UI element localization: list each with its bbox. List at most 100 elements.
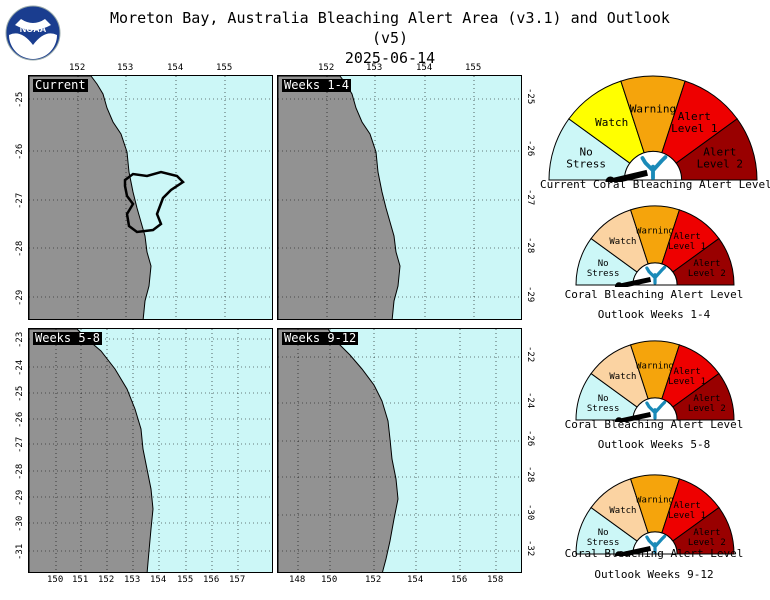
gauge-segment-label: Warning [636,361,674,371]
x-tick-label: 152 [69,63,86,73]
gauge-needle-tip [614,282,623,287]
gauge-segment-label: Alert [693,394,720,404]
gauge-segment-label: Alert [693,528,720,538]
gauge-segment-label: Stress [587,538,620,548]
y-tick-label: -27 [15,192,25,209]
gauge-segment-label: Level 2 [688,538,726,548]
x-tick-label: 150 [47,575,64,585]
y-tick-label: -25 [15,91,25,108]
land-mass [29,76,152,319]
gauge-segment-label: Alert [693,259,720,269]
gauge-caption: Current Coral Bleaching Alert Level [540,178,770,191]
gauge-segment-label: Stress [566,157,606,170]
gauge-segment-label: Alert [674,367,701,377]
x-tick-label: 152 [98,575,115,585]
x-tick-label: 150 [321,575,338,585]
gauge-needle [618,412,652,422]
gauge-segment-label: Stress [587,269,620,279]
title-text: Moreton Bay, Australia Bleaching Alert A… [110,9,670,47]
gauge-caption: Coral Bleaching Alert Level [564,288,744,301]
y-tick-label: -26 [15,143,25,160]
grid-lines [278,329,521,572]
x-tick-label: 154 [167,63,184,73]
gauge-segment-label: Level 1 [668,511,706,521]
x-tick-label: 154 [416,63,433,73]
gauge-segment-label: Level 2 [688,269,726,279]
x-tick-label: 158 [487,575,504,585]
map-weeks-5-8-svg [29,329,272,572]
y-tick-label: -29 [525,286,535,303]
gauge-needle [618,277,652,287]
y-tick-label: -25 [525,88,535,105]
gauge-caption-outlook: Outlook Weeks 5-8 [597,438,711,451]
gauge-segment-label: No [580,145,593,158]
grid-lines [278,76,521,319]
gauge-segment-label: Watch [609,372,636,382]
gauge-segment-label: Alert [703,145,736,158]
land-mass [29,329,154,572]
y-tick-label: -27 [525,189,535,206]
y-tick-label: -27 [15,436,25,453]
gauge-segment-label: Warning [636,495,674,505]
y-tick-label: -30 [15,515,25,532]
gauge-segment-label: Alert [674,501,701,511]
x-tick-label: 151 [72,575,89,585]
map-panel-weeks-5-8: Weeks 5-8 [28,328,273,573]
map-current-svg [29,76,272,319]
panel-label-current: Current [33,78,88,92]
x-tick-label: 156 [451,575,468,585]
gauge-segment-label: Watch [609,237,636,247]
map-weeks-1-4-svg [278,76,521,319]
x-tick-label: 154 [407,575,424,585]
x-tick-label: 156 [203,575,220,585]
x-tick-label: 153 [366,63,383,73]
gauge-needle [618,546,652,556]
gauge-segment-label: Level 1 [668,242,706,252]
x-tick-label: 154 [150,575,167,585]
gauge-segment-label: Watch [595,116,628,129]
x-tick-label: 155 [465,63,482,73]
gauge-segment-label: Level 1 [668,377,706,387]
coral-icon [645,534,667,554]
y-tick-label: -26 [525,430,535,447]
gauge-caption-outlook: Outlook Weeks 9-12 [594,568,714,581]
gauge-segment-label: Level 1 [671,122,717,135]
y-tick-label: -23 [15,331,25,348]
gauge-needle-tip [605,176,616,182]
gauge-segment-label: No [598,528,609,538]
noaa-logo: NOAA [5,5,61,61]
gauge-segment-label: Warning [630,103,676,116]
alert-area-outline [123,170,185,234]
map-panel-current: Current [28,75,273,320]
noaa-logo-text: NOAA [20,24,47,34]
x-tick-label: 148 [289,575,306,585]
x-tick-label: 153 [117,63,134,73]
y-tick-label: -26 [15,411,25,428]
x-tick-label: 157 [229,575,246,585]
y-tick-label: -31 [15,543,25,560]
y-tick-label: -22 [525,346,535,363]
gauge-segment-label: No [598,259,609,269]
y-tick-label: -28 [15,463,25,480]
y-tick-label: -28 [525,466,535,483]
x-tick-label: 152 [318,63,335,73]
gauge-caption: Coral Bleaching Alert Level [564,547,744,560]
page-title: Moreton Bay, Australia Bleaching Alert A… [90,8,690,68]
x-tick-label: 153 [124,575,141,585]
gauge-segment-label: Level 2 [697,157,743,170]
gauge-needle-tip [614,551,623,556]
title-date: 2025-06-14 [344,49,436,67]
gauge-segment-label: Stress [587,404,620,414]
gauge-needle [609,169,648,182]
gauge-segment-label: Warning [636,226,674,236]
coral-icon [645,265,667,285]
y-tick-label: -29 [15,289,25,306]
gauge-segment-label: Watch [609,506,636,516]
map-panel-weeks-9-12: Weeks 9-12 [277,328,522,573]
y-tick-label: -28 [525,237,535,254]
x-tick-label: 155 [216,63,233,73]
